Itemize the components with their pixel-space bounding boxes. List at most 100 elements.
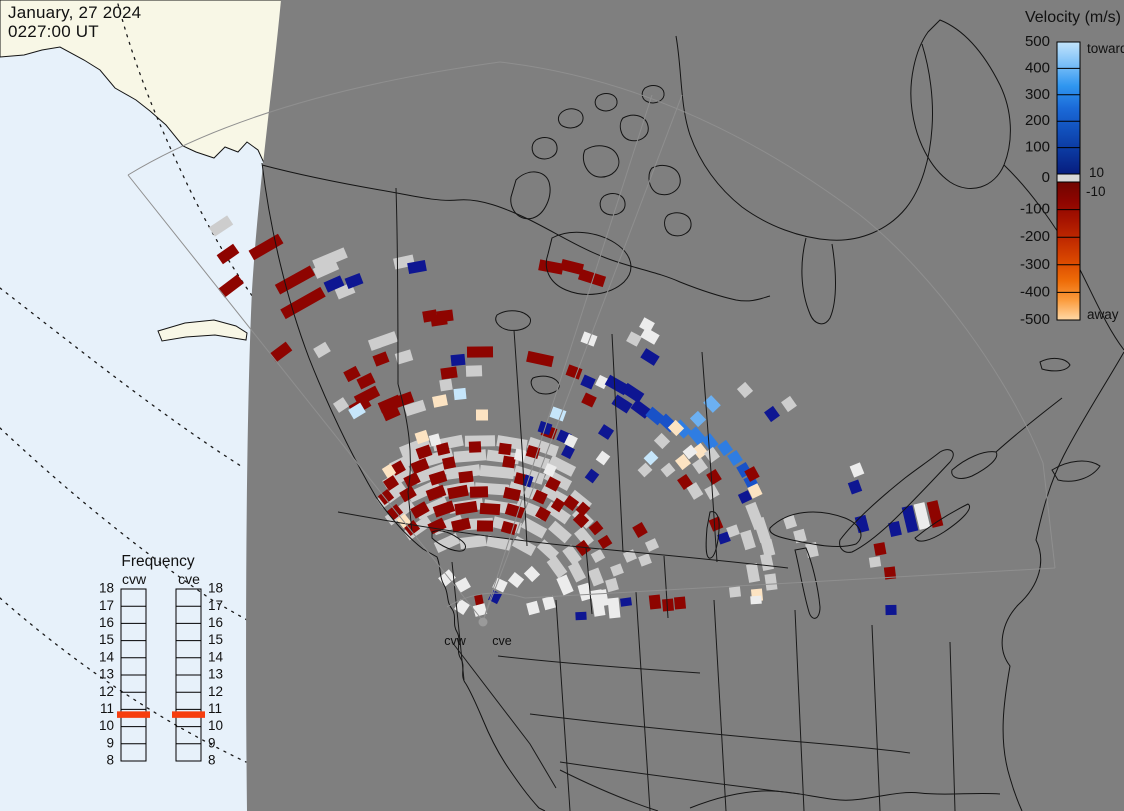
radar-echo-cell [747, 483, 763, 499]
radar-echo-cell [708, 516, 724, 532]
frequency-tick-label: 15 [99, 632, 114, 647]
radar-echo-cell [453, 387, 467, 401]
radar-echo-cell [386, 503, 404, 521]
radar-echo-cell [691, 442, 709, 460]
radar-echo-cell [704, 446, 720, 464]
radar-echo-cell [677, 473, 693, 491]
radar-echo-cell [674, 453, 692, 471]
radar-echo-cell [413, 463, 447, 485]
radar-echo-cell [520, 517, 548, 539]
radar-echo-cell [513, 448, 527, 462]
radar-echo-cell [885, 604, 897, 616]
radar-echo-cell [454, 500, 478, 516]
radar-echo-cell [348, 402, 366, 420]
radar-echo-cell [575, 611, 587, 621]
frequency-tick-label: 14 [208, 649, 224, 664]
radar-echo-cell [913, 502, 931, 530]
timestamp-time: 0227:00 UT [8, 22, 99, 41]
radar-echo-cell [701, 433, 719, 451]
radar-echo-cell [469, 486, 489, 498]
radar-echo-cell [644, 538, 660, 552]
radar-echo-cell [750, 595, 762, 605]
radar-echo-cell [717, 531, 731, 545]
radar-echo-cell [542, 595, 556, 611]
radar-echo-cell [620, 597, 632, 607]
radar-echo-cell [476, 520, 494, 532]
radar-echo-cell [500, 520, 518, 536]
radar-echo-cell [686, 482, 704, 500]
radar-echo-cell [479, 502, 501, 516]
velocity-legend: Velocity (m/s) toward 10 -10 away 500 400… [1020, 9, 1124, 328]
radar-echo-cell [643, 450, 659, 466]
radar-echo-cell [648, 594, 662, 610]
radar-fov-boundaries [127, 61, 1056, 622]
radar-echo-cell [453, 449, 487, 463]
radar-echo-cell [498, 442, 512, 456]
radar-echo-cell [640, 348, 660, 366]
radar-echo-cell [274, 265, 316, 295]
radar-echo-cell [793, 528, 807, 544]
radar-echo-cell [753, 516, 771, 544]
velocity-tick-label: 500 [1025, 33, 1050, 50]
radar-echo-cell [572, 511, 590, 529]
colorbar-away [1057, 182, 1080, 320]
radar-echo-cell [403, 471, 421, 489]
radar-echo-cell [737, 490, 753, 504]
velocity-inner-negative: -10 [1086, 184, 1106, 199]
radar-echo-cell [447, 484, 469, 500]
radar-echo-cell [502, 455, 516, 469]
radar-echo-cell [621, 382, 645, 404]
radar-echo-cell [595, 450, 611, 466]
radar-echo-cell [575, 501, 591, 517]
radar-echo-cell [610, 563, 624, 577]
frequency-tick-label: 11 [208, 701, 222, 716]
frequency-tick-label: 8 [208, 753, 216, 768]
radar-echo-cell [391, 391, 415, 409]
radar-echo-cell [526, 600, 540, 616]
radar-echo-cell [414, 429, 430, 445]
radar-echo-cell [269, 341, 293, 363]
radar-echo-cell [428, 433, 442, 447]
radar-echo-cell [638, 553, 652, 567]
map-label-cvw: cvw [444, 634, 467, 648]
radar-echo-cell [622, 549, 638, 563]
radar-echo-cell [407, 259, 427, 275]
radar-echo-cell [344, 273, 364, 289]
radar-echo-cell [356, 372, 376, 390]
radar-echo-cell [312, 259, 340, 279]
radar-echo-cell [450, 353, 466, 367]
velocity-tick-label: 100 [1025, 139, 1050, 156]
radar-echo-cell [475, 409, 489, 421]
frequency-tick-label: 16 [99, 615, 114, 630]
radar-site-dot [478, 617, 488, 627]
radar-echo-cell [764, 405, 780, 423]
radar-echo-cell [313, 341, 331, 359]
colorbar-toward [1057, 42, 1080, 174]
radar-echo-cell [781, 395, 797, 413]
frequency-tick-label: 17 [99, 598, 114, 613]
radar-echo-cell [901, 505, 919, 533]
radar-echo-cell [382, 475, 400, 491]
timestamp-date: January, 27 2024 [8, 3, 142, 22]
velocity-tick-label: 0 [1042, 169, 1050, 186]
radar-echo-cell [626, 331, 642, 347]
frequency-tick-label: 13 [99, 667, 114, 682]
radar-echo-cell [547, 455, 577, 477]
radar-echo-cell [343, 365, 361, 383]
radar-echo-cell [581, 392, 597, 408]
radar-echo-cell [673, 596, 687, 610]
radar-echo-cell [597, 534, 613, 550]
radar-echo-cell [703, 395, 721, 413]
radar-echo-cell [332, 397, 350, 413]
radar-echo-cell [410, 501, 430, 519]
frequency-tick-label: 14 [99, 649, 115, 664]
velocity-tick-label: -100 [1020, 201, 1050, 218]
frequency-tick-label: 8 [106, 753, 114, 768]
radar-echo-cell [502, 486, 522, 502]
radar-echo-cell [435, 442, 451, 456]
radar-echo-cell [653, 432, 671, 450]
radar-echo-cell [687, 426, 707, 446]
frequency-tick-label: 17 [208, 598, 223, 613]
radar-echo-cell [526, 350, 554, 368]
